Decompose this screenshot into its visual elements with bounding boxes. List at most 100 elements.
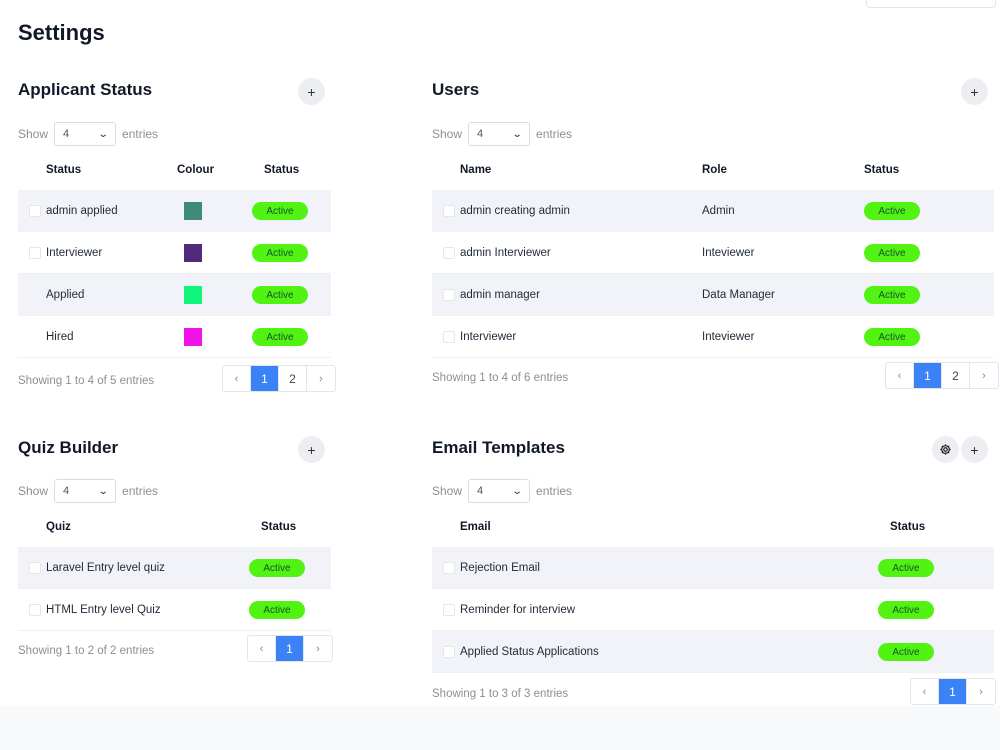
pagination-page[interactable]: 1 [276, 636, 304, 661]
status-badge: Active [252, 286, 308, 304]
table-row[interactable]: HTML Entry level Quiz Active [18, 589, 331, 631]
row-checkbox[interactable] [29, 205, 41, 217]
pagination-prev[interactable]: ‹ [911, 679, 939, 704]
add-applicant-status-button[interactable]: + [298, 78, 325, 105]
status-badge: Active [864, 328, 920, 346]
pagination-next[interactable]: › [319, 372, 323, 385]
status-badge: Active [864, 286, 920, 304]
pagination-page[interactable]: 2 [279, 366, 307, 391]
pagination-next[interactable]: › [316, 642, 320, 655]
table-row[interactable]: Applied Status Applications Active [432, 631, 994, 673]
row-checkbox[interactable] [443, 289, 455, 301]
status-badge: Active [864, 244, 920, 262]
user-role: Inteviewer [702, 247, 755, 259]
table-row[interactable]: admin Interviewer Inteviewer Active [432, 232, 994, 274]
row-checkbox[interactable] [29, 604, 41, 616]
quiz-name: Laravel Entry level quiz [46, 562, 165, 574]
page-size-control: Show 4 ⌄ entries [432, 122, 572, 146]
top-search-input[interactable] [866, 0, 996, 8]
table-row[interactable]: admin manager Data Manager Active [432, 274, 994, 316]
column-header-role[interactable]: Role [702, 164, 727, 176]
page-size-control: Show 4 ⌄ entries [432, 479, 572, 503]
page-size-select[interactable]: 4 ⌄ [468, 122, 531, 146]
column-header-status[interactable]: Status [46, 164, 82, 176]
show-label: Show [432, 484, 463, 498]
column-header-colour[interactable]: Colour [177, 164, 215, 176]
status-name: Interviewer [46, 247, 103, 259]
table-row[interactable]: Reminder for interview Active [432, 589, 994, 631]
column-header-status[interactable]: Status [261, 521, 297, 533]
table-info: Showing 1 to 2 of 2 entries [18, 645, 155, 657]
status-badge: Active [249, 559, 305, 577]
status-badge: Active [249, 601, 305, 619]
column-header-name[interactable]: Name [460, 164, 492, 176]
pagination: ‹ 1 › [247, 635, 333, 662]
colour-swatch [184, 244, 202, 262]
row-checkbox[interactable] [443, 205, 455, 217]
show-label: Show [18, 127, 49, 141]
row-checkbox[interactable] [29, 562, 41, 574]
status-badge: Active [878, 643, 934, 661]
pagination-page[interactable]: 2 [942, 363, 970, 388]
pagination-page[interactable]: 1 [914, 363, 942, 388]
gear-icon [940, 444, 951, 455]
pagination-prev[interactable]: ‹ [886, 363, 914, 388]
pagination: ‹ 1 2 › [222, 365, 336, 392]
column-header-badge-status[interactable]: Status [264, 164, 300, 176]
applicant-status-panel: Applicant Status + Show 4 ⌄ entries Stat… [18, 0, 336, 400]
email-templates-title: Email Templates [432, 438, 565, 457]
table-row[interactable]: Hired Active [18, 316, 331, 358]
page-size-value: 4 [477, 128, 484, 140]
applicant-status-title: Applicant Status [18, 80, 153, 99]
pagination-page[interactable]: 1 [939, 679, 967, 704]
status-name: Applied [46, 289, 85, 301]
status-badge: Active [252, 328, 308, 346]
page-size-select[interactable]: 4 ⌄ [54, 479, 117, 503]
pagination-prev[interactable]: ‹ [223, 366, 251, 391]
row-checkbox[interactable] [443, 562, 455, 574]
page-size-select[interactable]: 4 ⌄ [54, 122, 117, 146]
table-row[interactable]: Laravel Entry level quiz Active [18, 547, 331, 589]
entries-label: entries [122, 484, 159, 498]
user-role: Admin [702, 205, 735, 217]
row-checkbox[interactable] [443, 331, 455, 343]
quiz-name: HTML Entry level Quiz [46, 604, 161, 616]
row-checkbox[interactable] [443, 247, 455, 259]
page-size-select[interactable]: 4 ⌄ [468, 479, 531, 503]
show-label: Show [18, 484, 49, 498]
table-row[interactable]: Applied Active [18, 274, 331, 316]
user-name: admin creating admin [460, 205, 570, 217]
chevron-down-icon: ⌄ [511, 485, 523, 497]
show-label: Show [432, 127, 463, 141]
pagination-next[interactable]: › [982, 369, 986, 382]
status-badge: Active [252, 202, 308, 220]
pagination-prev[interactable]: ‹ [248, 636, 276, 661]
row-checkbox[interactable] [443, 604, 455, 616]
row-checkbox[interactable] [29, 247, 41, 259]
email-template-name: Applied Status Applications [460, 646, 599, 658]
table-info: Showing 1 to 4 of 5 entries [18, 375, 155, 387]
column-header-status[interactable]: Status [864, 164, 900, 176]
table-row[interactable]: Interviewer Active [18, 232, 331, 274]
email-settings-button[interactable] [932, 436, 959, 463]
add-quiz-button[interactable]: + [298, 436, 325, 463]
pagination: ‹ 1 › [910, 678, 996, 705]
colour-swatch [184, 328, 202, 346]
pagination-next[interactable]: › [979, 685, 983, 698]
table-row[interactable]: admin applied Active [18, 190, 331, 232]
column-header-email[interactable]: Email [460, 521, 491, 533]
row-checkbox[interactable] [443, 646, 455, 658]
user-role: Inteviewer [702, 331, 755, 343]
chevron-down-icon: ⌄ [97, 485, 109, 497]
pagination-page[interactable]: 1 [251, 366, 279, 391]
column-header-status[interactable]: Status [890, 521, 926, 533]
user-name: admin manager [460, 289, 540, 301]
add-email-template-button[interactable]: + [961, 436, 988, 463]
table-row[interactable]: Rejection Email Active [432, 547, 994, 589]
status-name: Hired [46, 331, 74, 343]
column-header-quiz[interactable]: Quiz [46, 521, 71, 533]
table-row[interactable]: Interviewer Inteviewer Active [432, 316, 994, 358]
table-row[interactable]: admin creating admin Admin Active [432, 190, 994, 232]
add-user-button[interactable]: + [961, 78, 988, 105]
page-size-control: Show 4 ⌄ entries [18, 122, 158, 146]
